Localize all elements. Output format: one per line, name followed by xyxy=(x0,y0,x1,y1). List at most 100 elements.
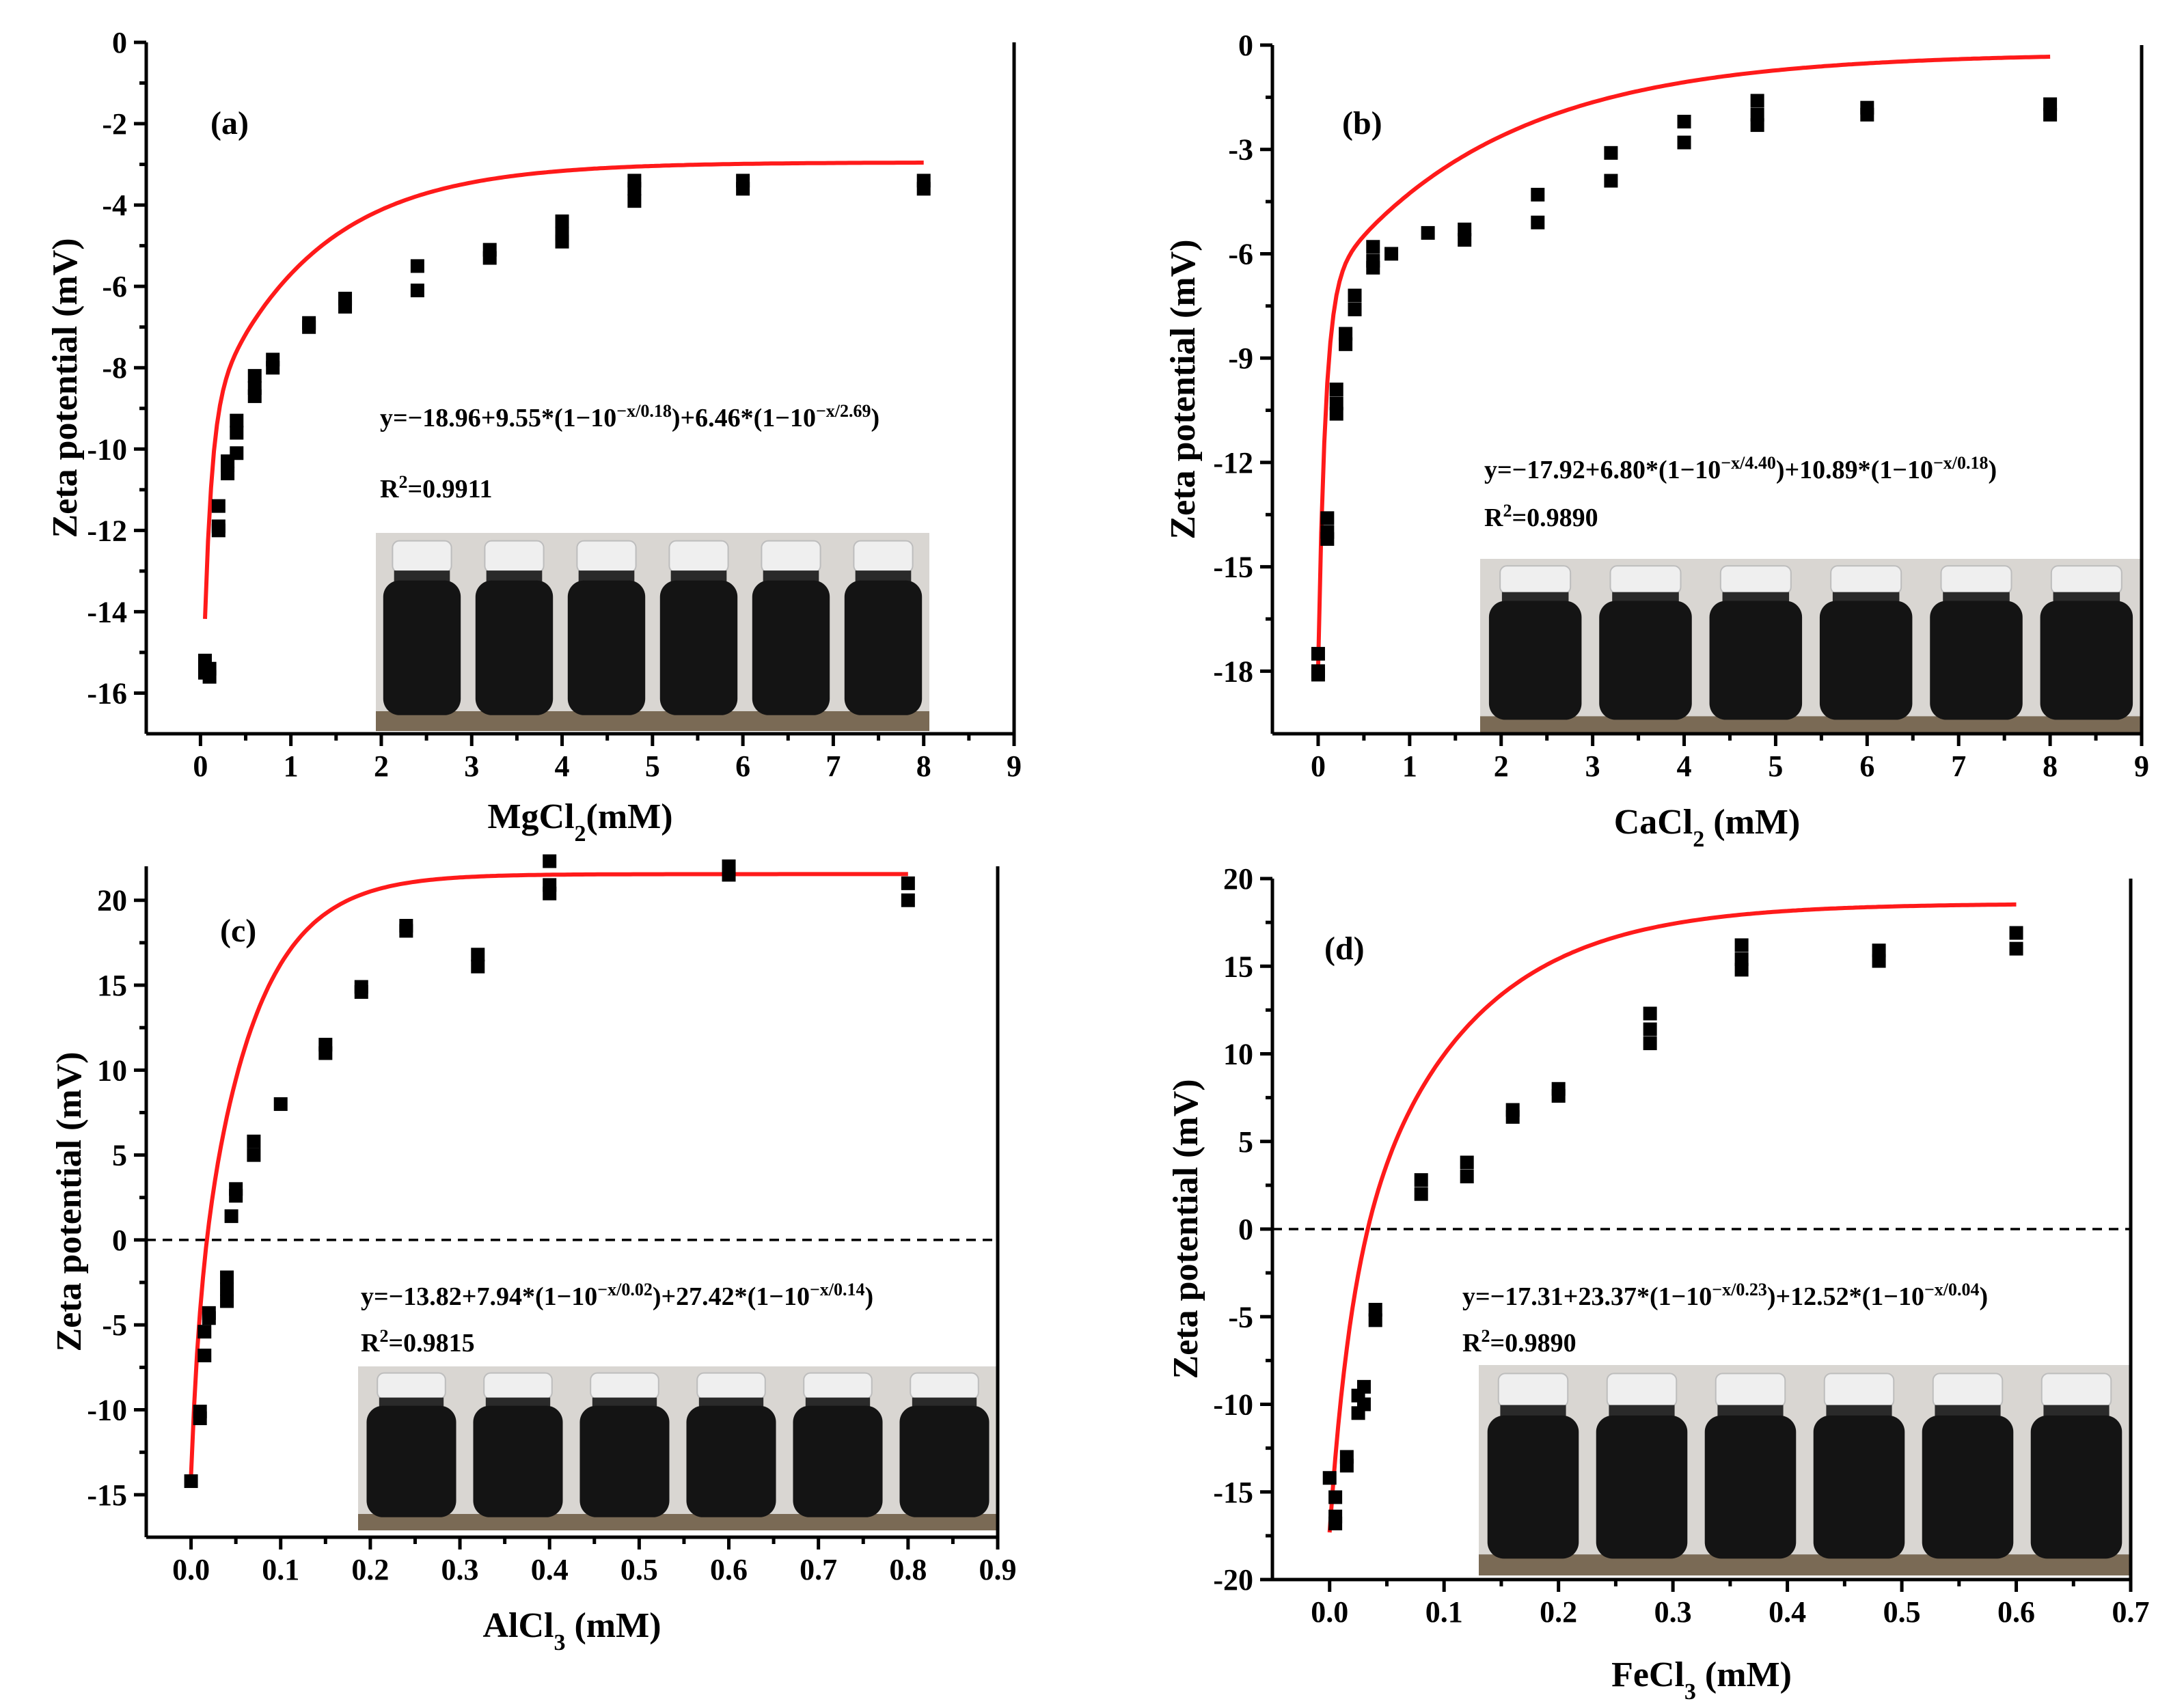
y-tick-label: -8 xyxy=(102,351,127,385)
x-tick-label: 0.7 xyxy=(2112,1595,2150,1629)
data-point xyxy=(1860,107,1874,122)
data-point xyxy=(1505,1103,1520,1117)
x-tick-label: 8 xyxy=(916,749,931,783)
data-point xyxy=(1339,337,1353,351)
x-tick-label: 9 xyxy=(2134,749,2149,783)
y-tick-label: -12 xyxy=(1213,446,1253,480)
data-point xyxy=(2043,107,2058,122)
x-tick-label: 4 xyxy=(1677,749,1692,783)
data-point xyxy=(1348,302,1362,316)
y-tick-label: 20 xyxy=(1223,862,1253,896)
data-point xyxy=(1384,247,1399,261)
data-point xyxy=(211,499,226,513)
x-tick-label: 0.0 xyxy=(1311,1595,1348,1629)
x-axis-title: MgCl2(mM) xyxy=(487,797,672,846)
data-point xyxy=(1421,225,1435,240)
data-point xyxy=(543,854,557,868)
x-tick-label: 0.1 xyxy=(1425,1595,1463,1629)
data-point xyxy=(1356,1379,1371,1394)
data-point xyxy=(1328,1516,1343,1530)
data-point xyxy=(224,1209,238,1224)
y-tick-label: -15 xyxy=(87,1478,127,1512)
y-tick-label: -6 xyxy=(102,270,127,303)
data-point xyxy=(1329,407,1343,421)
data-point xyxy=(1872,954,1886,968)
data-point xyxy=(1328,1490,1343,1504)
y-tick-label: -14 xyxy=(87,595,127,629)
data-point xyxy=(220,1282,234,1297)
y-tick-label: 0 xyxy=(112,1224,127,1257)
bottle xyxy=(1709,565,1803,720)
bottle xyxy=(1487,1373,1579,1559)
y-tick-label: 0 xyxy=(1238,1213,1253,1246)
data-point xyxy=(1734,938,1749,952)
data-point xyxy=(354,980,368,994)
data-point xyxy=(266,361,280,375)
data-point xyxy=(627,182,642,196)
data-point xyxy=(1368,1302,1382,1317)
data-point xyxy=(1414,1187,1428,1201)
x-tick-label: 0.6 xyxy=(710,1553,748,1586)
y-tick-label: 10 xyxy=(1223,1038,1253,1071)
data-point xyxy=(1643,1006,1657,1021)
x-tick-label: 1 xyxy=(284,749,299,783)
data-point xyxy=(1320,532,1335,546)
x-tick-label: 3 xyxy=(464,749,479,783)
y-tick-label: -12 xyxy=(87,514,127,547)
x-tick-label: 0.2 xyxy=(351,1553,389,1586)
bottle xyxy=(475,540,554,715)
y-tick-label: 20 xyxy=(97,884,127,918)
data-point xyxy=(1356,1397,1371,1411)
r-squared: R2=0.9890 xyxy=(1484,501,1598,533)
fit-curve xyxy=(189,872,908,1475)
bottle xyxy=(366,1372,456,1517)
fit-curve xyxy=(1315,55,2051,669)
x-axis-title: FeCl3 (mM) xyxy=(1611,1655,1792,1705)
x-tick-label: 2 xyxy=(1494,749,1509,783)
data-point xyxy=(338,299,353,314)
data-point xyxy=(1339,327,1353,341)
bottle-photo xyxy=(1480,559,2142,734)
data-point xyxy=(1531,215,1545,230)
data-point xyxy=(1551,1082,1566,1096)
bottle xyxy=(383,540,461,715)
x-tick-label: 0.4 xyxy=(531,1553,569,1586)
bottle xyxy=(1596,1373,1688,1559)
r-squared: R2=0.9815 xyxy=(361,1326,475,1358)
panel-label: (c) xyxy=(220,913,256,949)
bottle xyxy=(1813,1373,1905,1559)
panel-label: (d) xyxy=(1324,931,1365,967)
data-point xyxy=(722,859,736,873)
x-tick-label: 8 xyxy=(2043,749,2058,783)
x-tick-label: 0 xyxy=(193,749,208,783)
x-tick-label: 4 xyxy=(555,749,570,783)
data-point xyxy=(1734,952,1749,966)
y-tick-label: 5 xyxy=(112,1139,127,1172)
x-tick-label: 0.9 xyxy=(979,1553,1017,1586)
y-tick-label: -10 xyxy=(87,1394,127,1427)
panel-label: (a) xyxy=(210,105,249,141)
x-tick-label: 0.4 xyxy=(1769,1595,1806,1629)
data-point xyxy=(202,670,217,684)
bottle xyxy=(2040,565,2133,720)
y-tick-label: 10 xyxy=(97,1053,127,1087)
y-tick-label: -9 xyxy=(1228,342,1253,375)
data-point xyxy=(184,1474,198,1488)
data-point xyxy=(2043,97,2058,111)
y-tick-label: -15 xyxy=(1213,551,1253,584)
bottle xyxy=(1819,565,1913,720)
data-point xyxy=(1677,135,1691,150)
data-point xyxy=(1604,174,1618,188)
x-tick-label: 0.0 xyxy=(172,1553,210,1586)
x-tick-label: 3 xyxy=(1585,749,1600,783)
y-tick-label: -15 xyxy=(1213,1476,1253,1509)
data-point xyxy=(1311,646,1325,661)
x-tick-label: 7 xyxy=(825,749,841,783)
data-point xyxy=(1368,1313,1382,1327)
data-point xyxy=(247,389,262,403)
fit-equation: y=−17.92+6.80*(1−10−x/4.40)+10.89*(1−10−… xyxy=(1484,453,1997,485)
